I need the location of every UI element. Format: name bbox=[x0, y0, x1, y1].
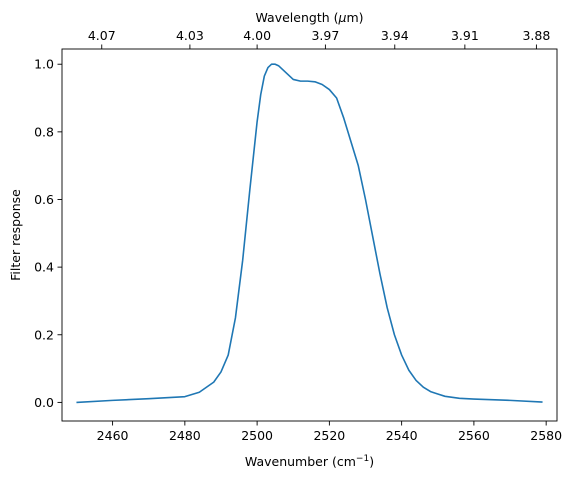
x-axis-bottom: 2460 2480 2500 2520 2540 2560 2580 bbox=[97, 421, 562, 443]
y-tick-label: 1.0 bbox=[34, 57, 54, 72]
y-tick-label: 0.0 bbox=[34, 395, 54, 410]
x-tick-label: 2500 bbox=[241, 428, 273, 443]
x-tick-label: 2460 bbox=[97, 428, 129, 443]
x-tick-label: 2480 bbox=[169, 428, 201, 443]
x-axis-top: 4.07 4.03 4.00 3.97 3.94 3.91 3.88 bbox=[88, 28, 550, 49]
x-tick-label: 2560 bbox=[458, 428, 490, 443]
y-axis-label: Filter response bbox=[8, 189, 23, 281]
plot-area bbox=[61, 48, 558, 422]
plot-frame bbox=[61, 48, 558, 422]
y-tick-label: 0.6 bbox=[34, 192, 54, 207]
x-tick-label: 2540 bbox=[386, 428, 418, 443]
top-tick-label: 3.94 bbox=[381, 28, 409, 43]
x-axis-label: Wavenumber (cm−1) bbox=[245, 454, 374, 469]
top-tick-label: 3.97 bbox=[311, 28, 339, 43]
x-tick-label: 2580 bbox=[530, 428, 562, 443]
top-axis-label: Wavelength (μm) bbox=[255, 10, 363, 25]
top-tick-label: 3.88 bbox=[522, 28, 550, 43]
y-tick-label: 0.2 bbox=[34, 327, 54, 342]
x-tick-label: 2520 bbox=[313, 428, 345, 443]
top-tick-label: 4.00 bbox=[243, 28, 271, 43]
top-tick-label: 4.03 bbox=[176, 28, 204, 43]
y-tick-label: 0.8 bbox=[34, 124, 54, 139]
top-tick-label: 3.91 bbox=[451, 28, 479, 43]
y-axis: 0.0 0.2 0.4 0.6 0.8 1.0 bbox=[34, 57, 62, 410]
filter-response-line bbox=[76, 63, 543, 404]
top-tick-label: 4.07 bbox=[88, 28, 116, 43]
y-tick-label: 0.4 bbox=[34, 260, 54, 275]
